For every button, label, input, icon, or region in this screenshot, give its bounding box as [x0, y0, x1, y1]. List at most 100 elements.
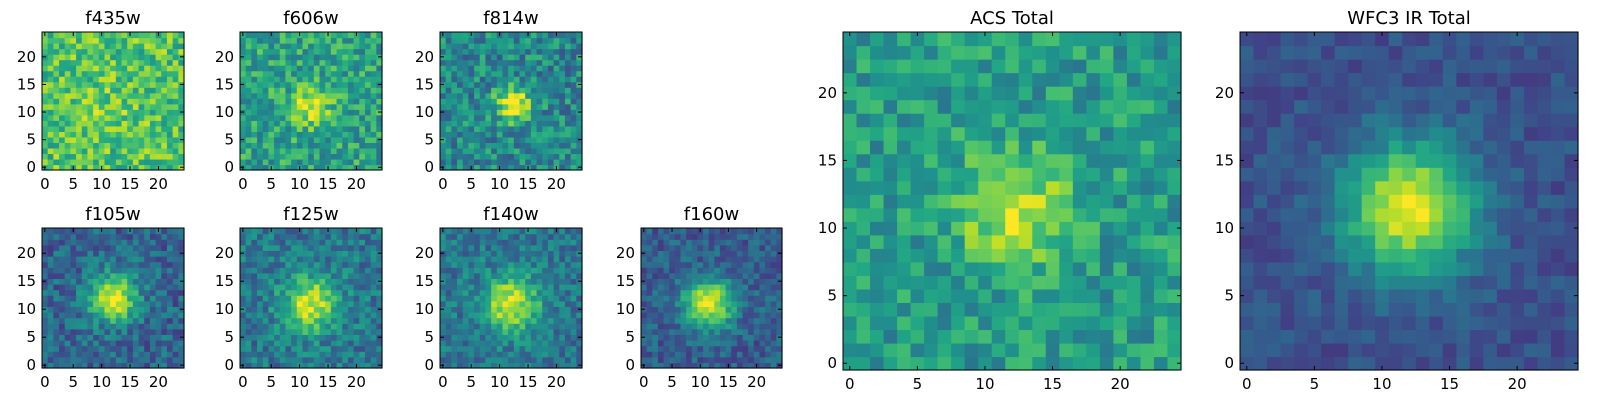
y-tick-label: 15: [616, 272, 635, 290]
heatmap-cell: [104, 147, 111, 155]
x-tick-label: 10: [92, 373, 111, 391]
heatmap-cell: [166, 87, 174, 94]
heatmap-cell: [325, 109, 332, 116]
heatmap-cell: [325, 323, 332, 330]
heatmap-cell: [462, 125, 469, 132]
heatmap-cell: [325, 351, 332, 358]
heatmap-cell: [127, 92, 134, 99]
heatmap-cell: [530, 54, 538, 61]
heatmap-cell: [342, 131, 349, 138]
heatmap-cell: [325, 272, 332, 279]
heatmap-cell: [376, 272, 383, 279]
heatmap-cell: [325, 65, 332, 72]
heatmap-cell: [132, 54, 140, 61]
heatmap-cell: [570, 272, 577, 279]
heatmap-cell: [81, 256, 89, 263]
heatmap-cell: [308, 136, 315, 143]
heatmap-cell: [262, 92, 269, 99]
heatmap-cell: [342, 147, 349, 155]
heatmap-cell: [302, 147, 309, 155]
heatmap-cell: [359, 300, 366, 307]
heatmap-cell: [559, 328, 566, 335]
heatmap-cell: [542, 312, 549, 319]
heatmap-cell: [748, 351, 755, 358]
heatmap-cell: [178, 43, 185, 50]
heatmap-cell: [144, 136, 151, 143]
heatmap-cell: [457, 37, 464, 44]
heatmap-cell: [353, 345, 360, 352]
heatmap-cell: [564, 109, 572, 116]
heatmap-cell: [502, 284, 509, 291]
heatmap-cell: [59, 317, 66, 324]
heatmap-cell: [491, 125, 498, 132]
heatmap-cell: [457, 228, 464, 235]
heatmap-cell: [457, 153, 464, 160]
heatmap-cell: [474, 37, 481, 44]
heatmap-cell: [680, 334, 687, 341]
heatmap-cell: [491, 295, 498, 302]
heatmap-cell: [547, 239, 555, 246]
heatmap-cell: [513, 147, 521, 155]
heatmap-cell: [262, 306, 269, 313]
heatmap-cell: [149, 54, 157, 61]
heatmap-cell: [951, 342, 966, 358]
heatmap-cell: [547, 120, 555, 127]
heatmap-cell: [76, 76, 83, 83]
heatmap-cell: [104, 142, 111, 149]
heatmap-cell: [703, 267, 710, 274]
heatmap-cell: [843, 221, 858, 236]
heatmap-cell: [468, 158, 475, 166]
heatmap-cell: [70, 142, 77, 149]
heatmap-cell: [245, 278, 252, 285]
heatmap-cell: [64, 228, 71, 235]
heatmap-cell: [536, 239, 543, 246]
heatmap-cell: [530, 334, 538, 341]
heatmap-cell: [1072, 356, 1087, 371]
heatmap-cell: [924, 302, 939, 317]
heatmap-cell: [347, 109, 355, 116]
heatmap-cell: [883, 194, 898, 209]
heatmap-cell: [883, 302, 898, 317]
heatmap-cell: [376, 228, 383, 235]
heatmap-cell: [508, 59, 515, 66]
heatmap-cell: [98, 272, 106, 279]
heatmap-cell: [251, 48, 258, 55]
heatmap-cell: [530, 48, 538, 55]
heatmap-cell: [479, 43, 487, 50]
heatmap-cell: [742, 323, 749, 330]
heatmap-cell: [47, 261, 54, 268]
heatmap-cell: [559, 54, 566, 61]
heatmap-cell: [127, 239, 134, 246]
heatmap-cell: [285, 340, 292, 347]
heatmap-cell: [468, 153, 475, 160]
heatmap-cell: [104, 54, 111, 61]
heatmap-cell: [342, 267, 349, 274]
heatmap-cell: [502, 65, 509, 72]
heatmap-cell: [325, 142, 332, 149]
heatmap-cell: [245, 48, 252, 55]
heatmap-cell: [296, 340, 304, 347]
heatmap-cell: [93, 48, 100, 55]
heatmap-cell: [87, 59, 94, 66]
heatmap-cell: [748, 250, 755, 257]
heatmap-cell: [279, 244, 287, 251]
heatmap-cell: [657, 356, 665, 363]
heatmap-cell: [347, 351, 355, 358]
heatmap-cell: [359, 250, 366, 257]
heatmap-cell: [513, 334, 521, 341]
heatmap-cell: [319, 295, 326, 302]
heatmap-cell: [462, 300, 469, 307]
heatmap-cell: [468, 48, 475, 55]
heatmap-cell: [910, 329, 925, 344]
heatmap-cell: [508, 244, 515, 251]
heatmap-cell: [451, 267, 458, 274]
heatmap-cell: [268, 233, 275, 240]
heatmap-cell: [291, 120, 298, 127]
heatmap-cell: [138, 103, 145, 110]
heatmap-cell: [542, 328, 549, 335]
heatmap-cell: [64, 54, 71, 61]
heatmap-cell: [445, 300, 452, 307]
heatmap-cell: [87, 48, 94, 55]
heatmap-cell: [121, 328, 128, 335]
x-tick-label: 10: [290, 175, 309, 193]
